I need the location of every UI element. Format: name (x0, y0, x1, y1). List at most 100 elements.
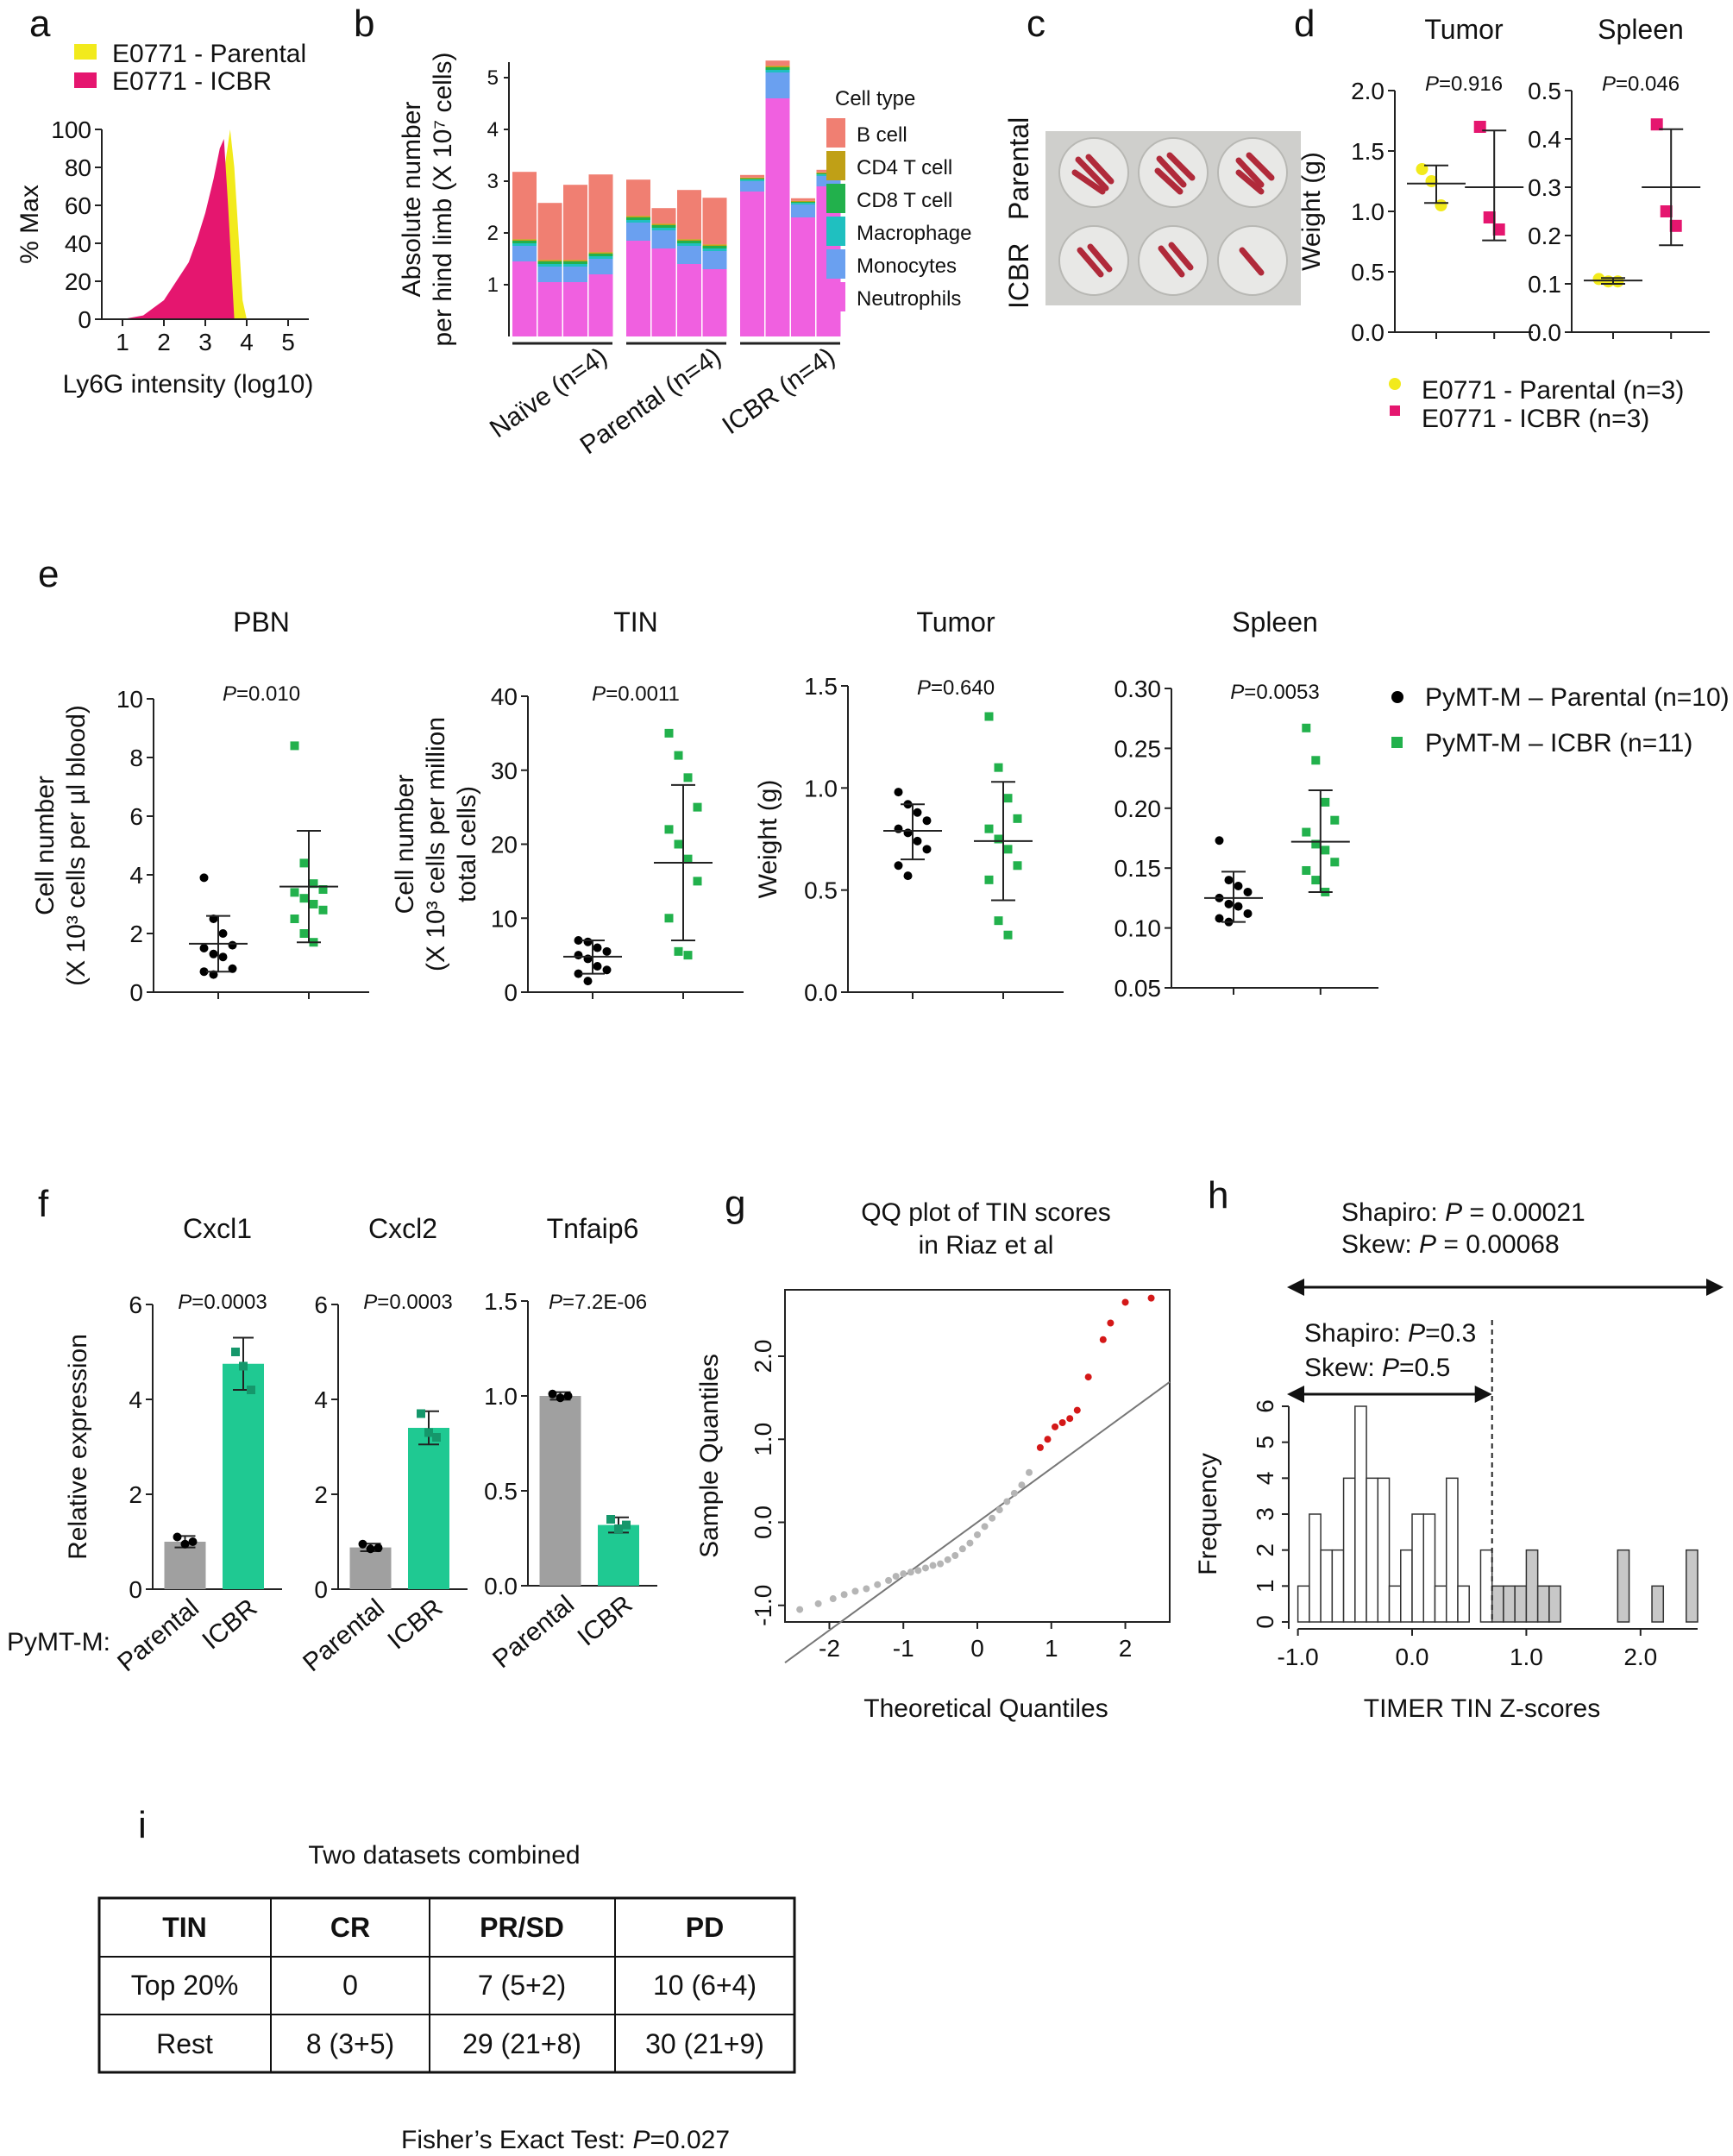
table-cell: 0 (342, 1970, 358, 2001)
x-tick-label: ICBR (572, 1590, 637, 1651)
legend-swatch (826, 249, 845, 279)
data-point (1224, 876, 1234, 885)
panel-i: Two datasets combined TIN CR PR/SD PD To… (97, 1841, 796, 2154)
histogram-bin (1503, 1585, 1516, 1623)
stacked-bar-segment (563, 261, 587, 264)
qq-point-outlier (1058, 1419, 1066, 1426)
p-value: P=0.046 (1602, 72, 1680, 96)
y-tick-label: 0.10 (1115, 915, 1162, 942)
data-point (1669, 219, 1682, 232)
stacked-bar-segment (702, 244, 727, 246)
p-value: P=0.010 (223, 682, 300, 706)
data-point (1003, 794, 1013, 803)
stacked-bar-segment (677, 241, 701, 243)
data-point (984, 712, 994, 721)
legend-label-parental-e: PyMT-M – Parental (n=10) (1425, 683, 1730, 712)
x-tick-label: -2 (819, 1635, 840, 1662)
replicate-point (606, 1515, 615, 1524)
y-tick-label: 10 (491, 905, 518, 932)
stacked-bar-segment (677, 246, 701, 264)
y-tick-label: 0.20 (1115, 795, 1162, 822)
x-tick-label: ICBR (197, 1593, 262, 1655)
y-tick-label: 4 (487, 118, 499, 141)
x-tick-label: 1 (116, 329, 129, 355)
fisher-test-footer: Fisher’s Exact Test: P=0.027 (401, 2126, 730, 2154)
replicate-point (622, 1520, 631, 1530)
annotation-outer-shapiro: Shapiro: P = 0.00021 (1341, 1198, 1585, 1227)
y-axis-label: Weight (g) (1297, 152, 1326, 271)
y-tick-label: 2 (129, 921, 143, 947)
qq-point (995, 1506, 1003, 1514)
x-tick-label: 0 (970, 1635, 984, 1662)
qq-point (907, 1568, 914, 1576)
y-tick-label: 80 (65, 154, 91, 181)
p-value: P=0.0011 (592, 682, 680, 706)
data-point (693, 802, 702, 812)
x-tick-label: ICBR (382, 1593, 448, 1655)
histogram-bin (1297, 1585, 1310, 1623)
data-point (290, 741, 299, 751)
y-tick-label: 20 (65, 268, 91, 295)
qq-point-outlier (1099, 1336, 1107, 1343)
data-point (218, 952, 228, 962)
stacked-bar-segment (651, 223, 676, 225)
y-tick-label: 6 (314, 1292, 328, 1318)
qq-point (921, 1564, 929, 1572)
y-tick-label: 10 (116, 686, 143, 713)
qq-point (851, 1587, 859, 1595)
histogram-bin (1536, 1585, 1550, 1623)
stacked-bar-segment (651, 208, 676, 224)
y-tick-label: 5 (487, 66, 499, 90)
histogram-bin (1411, 1513, 1425, 1623)
data-point (218, 929, 228, 938)
qq-point (981, 1523, 989, 1531)
data-point (318, 885, 328, 894)
y-tick-label: 1 (1252, 1580, 1278, 1593)
data-point (209, 949, 218, 959)
x-tick-label: 1 (1045, 1635, 1058, 1662)
data-point (1321, 797, 1330, 807)
y-tick-label: 2.0 (750, 1340, 776, 1373)
y-tick-label: 0 (504, 979, 518, 1006)
chart-title: Cxcl2 (368, 1213, 437, 1244)
panel-a: E0771 - Parental E0771 - ICBR 0 20 40 60 80 1… (16, 40, 313, 399)
table-header-tin: TIN (162, 1912, 207, 1943)
stacked-bar-segment (765, 70, 790, 72)
histogram-bin (1514, 1585, 1528, 1623)
stacked-bar-segment (765, 72, 790, 98)
data-point (1224, 899, 1234, 908)
data-point (1483, 211, 1496, 223)
data-point (1321, 845, 1330, 855)
y-tick-label: 0.5 (484, 1478, 518, 1505)
data-point (674, 946, 683, 956)
y-tick-label: 1.5 (484, 1288, 518, 1315)
y-tick-label: 40 (65, 230, 91, 257)
table-cell: 8 (3+5) (306, 2028, 394, 2059)
y-tick-label: 2 (314, 1481, 328, 1508)
chart-title: PBN (233, 607, 290, 638)
stacked-bar-segment (588, 274, 613, 336)
histogram-bin (1434, 1585, 1447, 1623)
histogram-area (122, 139, 235, 319)
data-point (1003, 930, 1013, 940)
photo-label-parental: Parental (1003, 117, 1034, 220)
data-point (309, 879, 318, 889)
histogram-bin (1651, 1585, 1665, 1623)
stacked-bar-segment (651, 248, 676, 336)
data-point (984, 875, 994, 884)
replicate-point (239, 1361, 248, 1371)
table-cell: Rest (156, 2028, 213, 2059)
legend-label-parental-d: E0771 - Parental (n=3) (1422, 376, 1684, 405)
table-cell: 29 (21+8) (462, 2028, 581, 2059)
panel-letter-g: g (725, 1183, 745, 1225)
stacked-bar-segment (626, 223, 650, 241)
x-tick-label: 1.0 (1510, 1644, 1543, 1670)
y-axis-label: Absolute number (398, 102, 426, 298)
stacked-bar-segment (651, 228, 676, 230)
stacked-bar-segment (626, 216, 650, 217)
qq-point-outlier (1107, 1319, 1115, 1327)
stacked-bar-segment (626, 241, 650, 336)
group-label: ICBR (n=4) (717, 343, 840, 441)
x-axis-label: TIMER TIN Z-scores (1364, 1694, 1600, 1723)
